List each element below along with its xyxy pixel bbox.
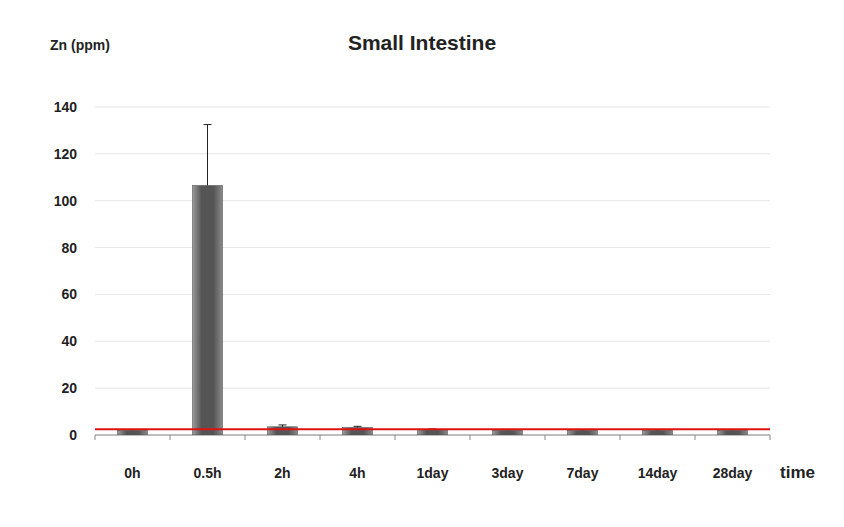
bar xyxy=(568,430,598,435)
bar xyxy=(418,430,448,435)
x-tick xyxy=(245,435,246,440)
error-bar xyxy=(354,426,362,427)
grid-line xyxy=(95,107,770,108)
y-tick-label: 40 xyxy=(61,333,77,349)
x-tick-label: 0.5h xyxy=(193,465,221,481)
y-tick-label: 80 xyxy=(61,240,77,256)
bar xyxy=(118,430,148,435)
x-tick-label: 3day xyxy=(492,465,524,481)
x-tick-label: 2h xyxy=(274,465,290,481)
y-tick-label: 140 xyxy=(54,99,78,115)
x-tick xyxy=(545,435,546,440)
x-tick-label: 1day xyxy=(417,465,449,481)
bar xyxy=(493,430,523,435)
error-bar xyxy=(279,425,287,427)
baseline xyxy=(95,428,770,430)
plot-area xyxy=(95,125,770,435)
y-tick-label: 60 xyxy=(61,286,77,302)
chart: Small Intestine Zn (ppm) time 0 20 40 60 80 100 1… xyxy=(0,0,844,527)
bar xyxy=(718,430,748,435)
x-tick xyxy=(95,435,96,440)
x-tick-label: 0h xyxy=(124,465,140,481)
error-cap xyxy=(354,426,362,427)
x-tick-label: 28day xyxy=(713,465,753,481)
x-tick xyxy=(320,435,321,440)
error-stem xyxy=(207,125,208,186)
y-label: Zn (ppm) xyxy=(50,37,110,53)
grid-line xyxy=(95,153,770,154)
bar xyxy=(643,430,673,435)
x-tick xyxy=(620,435,621,440)
x-tick xyxy=(695,435,696,440)
x-tick-label: 7day xyxy=(567,465,599,481)
error-cap xyxy=(279,424,287,425)
title: Small Intestine xyxy=(348,31,496,54)
x-tick xyxy=(470,435,471,440)
y-tick-label: 100 xyxy=(54,193,78,209)
error-bar xyxy=(204,125,212,186)
x-tick-label: 4h xyxy=(349,465,365,481)
x-label: time xyxy=(780,463,815,482)
x-tick xyxy=(770,435,771,440)
x-tick xyxy=(170,435,171,440)
bar xyxy=(268,427,298,435)
error-cap xyxy=(204,124,212,125)
bar xyxy=(193,185,223,435)
y-tick-label: 20 xyxy=(61,380,77,396)
x-tick xyxy=(395,435,396,440)
x-tick-label: 14day xyxy=(638,465,678,481)
y-tick-label: 0 xyxy=(69,427,77,443)
y-tick-label: 120 xyxy=(54,146,78,162)
